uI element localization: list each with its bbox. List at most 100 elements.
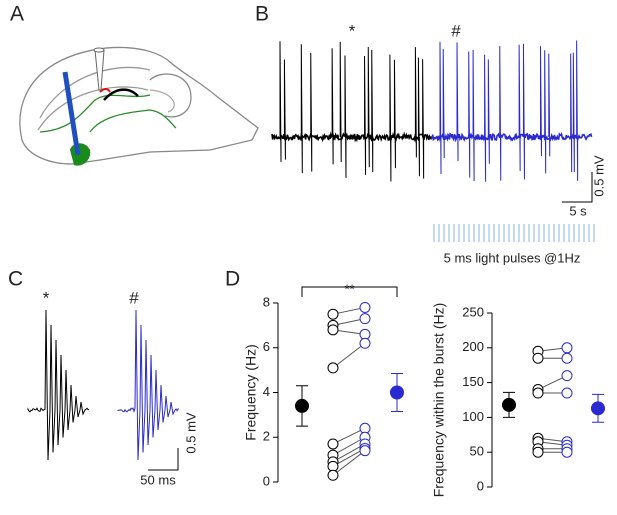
y-tick-label: 0 [477,478,484,493]
trace [27,309,180,461]
paired-point [532,352,544,364]
brain-schematic [19,46,259,165]
trace-baseline [431,132,593,143]
pair-line [332,342,366,369]
y-tick-label: 2 [263,429,270,444]
paired-point [327,362,339,374]
paired-point [561,387,573,399]
mean-point [295,398,309,413]
scale-label: 0.5 mV [183,412,198,454]
paired-point [327,324,339,336]
pair-line [332,443,366,463]
scale-label: 50 ms [140,472,176,487]
scale-bar [562,172,593,203]
significance-label: ** [344,281,354,296]
spike [331,48,334,165]
scale-label: 0.5 mV [591,155,606,197]
light-label: 5 ms light pulses @1Hz [444,250,581,265]
light-pulses [433,224,595,242]
spike [414,47,417,158]
brain-tract [89,109,177,133]
electrode [94,49,105,91]
pair-line [332,427,366,445]
spike [283,59,286,160]
scale-label: 5 s [569,203,587,218]
paired-point [561,370,573,382]
paired-point [359,301,371,313]
spike [393,59,396,169]
spike [544,50,547,174]
spike [487,59,490,164]
y-tick-label: 50 [470,444,484,459]
spike [422,59,425,179]
spike [439,41,442,175]
mean-point [502,397,516,412]
y-tick-label: 0 [263,473,270,488]
paired-point [532,446,544,458]
spike [417,57,420,177]
spike [300,44,303,174]
spike [484,54,487,182]
brain-tract [39,94,151,133]
paired-point [327,469,339,481]
paired-point [359,313,371,325]
spike [310,52,313,172]
paired-point [561,342,573,354]
spike-burst [27,309,90,461]
significance-bracket [301,286,398,297]
paired-point [327,308,339,320]
y-tick-label: 200 [462,339,484,354]
pair-line [332,450,366,476]
marker: * [349,21,356,40]
marker: # [451,21,461,40]
hippocampus [103,88,139,101]
spike [548,53,551,157]
paired-point [359,337,371,349]
panel-label: A [10,3,24,26]
spike [522,43,525,180]
spike [576,40,579,181]
trace [271,40,593,182]
spike [364,56,367,175]
spike [572,52,575,173]
spike [499,46,502,181]
electrode-top [93,47,105,53]
spike [468,51,471,178]
spike [371,49,374,173]
y-tick-label: 8 [263,294,270,309]
y-axis-label: Frequency within the burst (Hz) [431,303,447,498]
spike [456,42,459,162]
y-tick-label: 100 [462,409,484,424]
panel-label: B [255,3,269,26]
paired-point [532,387,544,399]
marker: * [43,288,50,307]
panel-label: C [8,268,23,291]
paired-point [561,446,573,458]
paired-point [561,352,573,364]
scale-bar [148,448,179,471]
mean-point [591,401,605,416]
y-tick-label: 250 [462,304,484,319]
recording-site [99,88,111,93]
optic-fiber [62,71,81,156]
pair-line [332,436,366,456]
spike [344,55,347,178]
spike [570,53,573,173]
spike [539,46,542,156]
mean-point [390,385,404,400]
spike [339,41,342,163]
panel-label: D [225,268,240,291]
spike-burst [117,309,180,461]
trace-baseline [271,131,433,143]
paired-point [327,438,339,450]
spike [442,49,445,158]
y-tick-label: 4 [263,384,270,399]
y-axis-label: Frequency (Hz) [243,344,259,440]
spike [472,49,475,182]
paired-point [359,445,371,457]
marker: # [129,288,139,307]
y-tick-label: 150 [462,374,484,389]
y-tick-label: 6 [263,339,270,354]
spike [279,41,282,162]
